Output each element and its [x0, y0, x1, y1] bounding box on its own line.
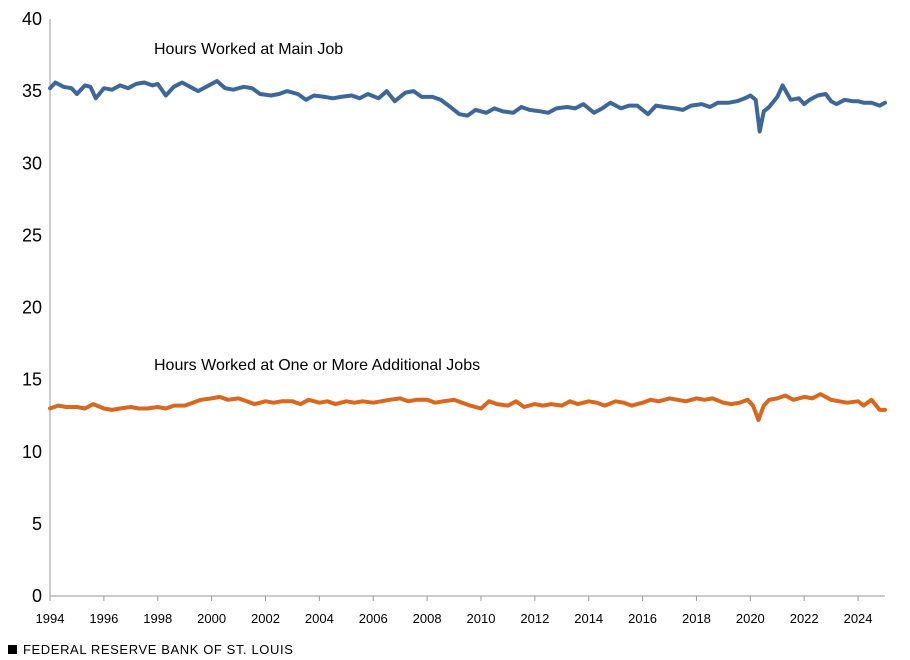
series-label-main-job: Hours Worked at Main Job: [154, 41, 343, 58]
x-tick-label: 2014: [574, 611, 603, 626]
x-tick-label: 2010: [467, 611, 496, 626]
x-tick-label: 2004: [305, 611, 334, 626]
x-axis-ticks: 1994 1996 1998 2000 2002 2004 2006 2008 2010 2012…: [36, 596, 873, 626]
footer-source-text: FEDERAL RESERVE BANK OF ST. LOUIS: [23, 642, 294, 657]
series-line-additional-jobs: [48, 392, 887, 422]
x-tick-label: 1996: [89, 611, 118, 626]
x-tick-label: 2008: [413, 611, 442, 626]
series-label-additional-jobs: Hours Worked at One or More Additional J…: [154, 357, 480, 374]
y-tick-label: 10: [22, 442, 42, 462]
x-tick-label: 2006: [359, 611, 388, 626]
x-tick-label: 2018: [682, 611, 711, 626]
y-tick-label: 30: [22, 153, 42, 173]
footer-square-icon: [8, 645, 17, 654]
y-tick-label: 20: [22, 298, 42, 318]
x-tick-label: 2012: [520, 611, 549, 626]
y-tick-label: 40: [22, 9, 42, 29]
y-axis-ticks: 0 5 10 15 20 25 30 35 40: [22, 9, 42, 606]
x-tick-label: 1994: [36, 611, 65, 626]
x-tick-label: 2016: [628, 611, 657, 626]
y-tick-label: 35: [22, 81, 42, 101]
x-tick-label: 2020: [736, 611, 765, 626]
y-tick-label: 5: [32, 514, 42, 534]
x-tick-label: 2022: [790, 611, 819, 626]
y-tick-label: 25: [22, 225, 42, 245]
series-line-main-job: [48, 79, 887, 134]
y-tick-label: 15: [22, 370, 42, 390]
series-lines: [48, 79, 887, 422]
x-tick-label: 2024: [844, 611, 873, 626]
source-footer: FEDERAL RESERVE BANK OF ST. LOUIS: [8, 642, 293, 657]
y-tick-label: 0: [32, 586, 42, 606]
chart-axes: [49, 19, 885, 597]
x-tick-label: 1998: [143, 611, 172, 626]
x-tick-label: 2000: [197, 611, 226, 626]
x-tick-label: 2002: [251, 611, 280, 626]
